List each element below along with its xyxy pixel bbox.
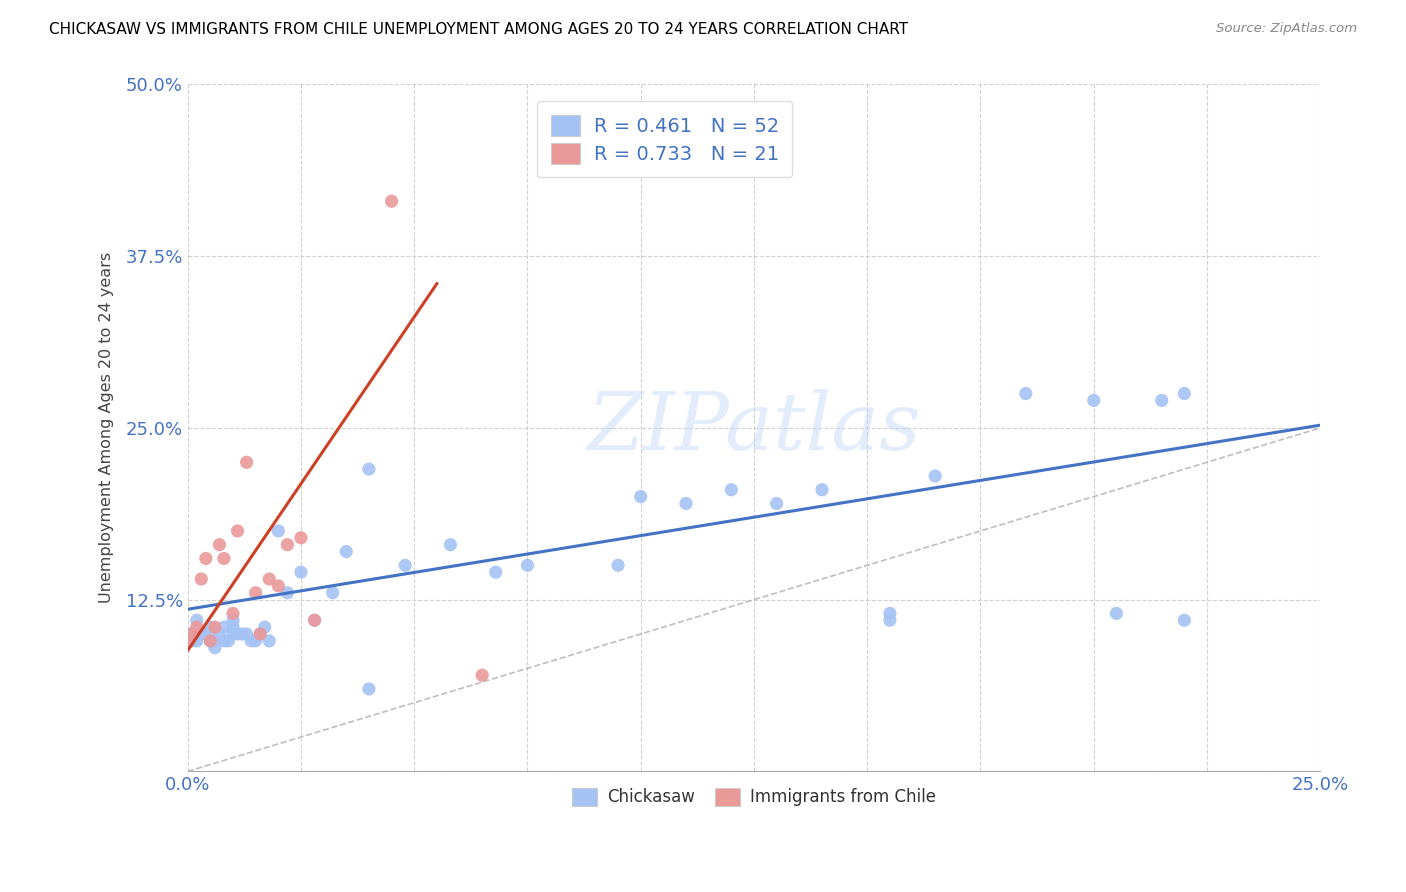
Text: CHICKASAW VS IMMIGRANTS FROM CHILE UNEMPLOYMENT AMONG AGES 20 TO 24 YEARS CORREL: CHICKASAW VS IMMIGRANTS FROM CHILE UNEMP… (49, 22, 908, 37)
Point (190, 627, 212, 641)
Point (720, 483, 742, 497)
Point (208, 538, 231, 552)
Point (630, 490, 652, 504)
Point (231, 627, 253, 641)
Point (204, 640, 226, 655)
Point (879, 613, 901, 627)
Point (439, 538, 461, 552)
Point (212, 551, 235, 566)
Point (1083, 393, 1105, 408)
Point (259, 572, 281, 586)
Text: Source: ZipAtlas.com: Source: ZipAtlas.com (1216, 22, 1357, 36)
Point (380, 194, 402, 209)
Point (200, 620, 222, 634)
Point (267, 524, 290, 538)
Point (253, 620, 276, 634)
Point (249, 627, 271, 641)
Point (204, 633, 226, 648)
Point (200, 633, 222, 648)
Point (226, 627, 249, 641)
Point (200, 633, 222, 648)
Point (222, 627, 245, 641)
Point (675, 496, 697, 510)
Point (222, 607, 245, 621)
Point (181, 633, 204, 648)
Point (811, 483, 834, 497)
Point (394, 558, 416, 573)
Point (1015, 386, 1038, 401)
Point (218, 633, 240, 648)
Point (267, 579, 290, 593)
Point (276, 586, 298, 600)
Point (222, 620, 245, 634)
Point (249, 627, 271, 641)
Point (1173, 613, 1195, 627)
Point (765, 496, 787, 510)
Point (177, 627, 200, 641)
Point (186, 633, 208, 648)
Point (235, 627, 257, 641)
Point (304, 613, 326, 627)
Point (177, 633, 200, 648)
Point (235, 455, 257, 469)
Point (222, 613, 245, 627)
Point (190, 572, 212, 586)
Point (194, 627, 217, 641)
Point (245, 586, 267, 600)
Point (485, 565, 508, 579)
Point (181, 627, 204, 641)
Point (186, 620, 208, 634)
Point (240, 633, 263, 648)
Point (322, 586, 344, 600)
Point (879, 607, 901, 621)
Legend: Chickasaw, Immigrants from Chile: Chickasaw, Immigrants from Chile (564, 780, 945, 814)
Point (924, 469, 946, 483)
Point (1150, 393, 1173, 408)
Point (208, 627, 231, 641)
Text: ZIPatlas: ZIPatlas (588, 389, 921, 467)
Point (194, 551, 217, 566)
Point (245, 633, 267, 648)
Point (212, 633, 235, 648)
Point (290, 565, 312, 579)
Point (290, 531, 312, 545)
Point (516, 558, 538, 573)
Point (226, 524, 249, 538)
Point (357, 462, 380, 476)
Point (276, 538, 298, 552)
Point (357, 681, 380, 696)
Point (335, 544, 357, 558)
Point (204, 620, 226, 634)
Point (1105, 607, 1128, 621)
Point (259, 633, 281, 648)
Point (304, 613, 326, 627)
Point (186, 613, 208, 627)
Point (471, 668, 494, 682)
Point (1173, 386, 1195, 401)
Point (212, 620, 235, 634)
Y-axis label: Unemployment Among Ages 20 to 24 years: Unemployment Among Ages 20 to 24 years (100, 252, 114, 604)
Point (607, 558, 630, 573)
